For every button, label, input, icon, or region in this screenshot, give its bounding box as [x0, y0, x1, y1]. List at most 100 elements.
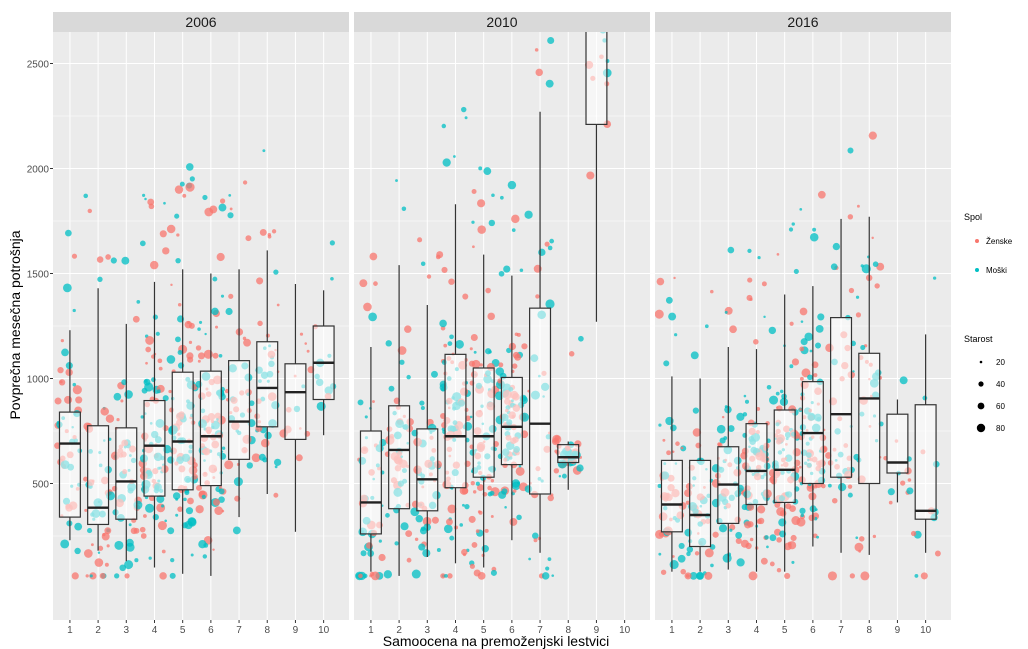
- data-point: [94, 558, 104, 567]
- data-point: [490, 479, 495, 483]
- data-point: [145, 503, 155, 513]
- data-point: [789, 505, 796, 513]
- data-point: [887, 488, 895, 496]
- data-point: [490, 514, 494, 518]
- data-point: [156, 503, 166, 513]
- data-point: [855, 295, 860, 299]
- box-body: [228, 360, 251, 460]
- data-point: [747, 248, 752, 254]
- data-point: [256, 277, 264, 285]
- data-point: [197, 327, 201, 331]
- data-point: [552, 434, 562, 444]
- legend-size-key-20: [979, 360, 983, 364]
- data-point: [85, 574, 89, 578]
- x-tick-label: 7: [838, 625, 844, 636]
- legend-label-female: Ženske: [986, 237, 1013, 246]
- data-point: [203, 543, 209, 548]
- data-point: [860, 344, 866, 351]
- data-point: [796, 517, 806, 527]
- data-point: [813, 373, 818, 378]
- data-point: [431, 516, 439, 524]
- data-point: [57, 366, 64, 374]
- x-axis-title: Samoocena na premoženjski lestvici: [383, 633, 609, 649]
- data-point: [169, 572, 176, 579]
- facet-strip: [53, 12, 349, 32]
- data-point: [159, 572, 167, 580]
- data-point: [658, 552, 662, 556]
- data-point: [932, 276, 937, 280]
- data-point: [791, 358, 800, 366]
- legend-size-label-40: 40: [996, 380, 1005, 389]
- data-point: [72, 382, 77, 387]
- data-point: [793, 268, 799, 274]
- data-point: [442, 158, 451, 167]
- y-tick-label: 500: [32, 480, 49, 491]
- data-point: [136, 300, 141, 304]
- panel-marks: [655, 131, 941, 581]
- data-point: [799, 346, 805, 352]
- x-tick-label: 5: [481, 625, 487, 636]
- data-point: [152, 514, 159, 521]
- data-point: [400, 522, 409, 531]
- data-point: [64, 395, 73, 404]
- data-point: [447, 504, 457, 514]
- data-point: [469, 347, 473, 351]
- box-body: [689, 459, 712, 548]
- data-point: [145, 361, 148, 365]
- facet-strip: [354, 12, 650, 32]
- data-point: [394, 541, 399, 546]
- data-point: [827, 571, 837, 581]
- box-body: [886, 413, 909, 474]
- data-point: [448, 278, 455, 285]
- box-body: [256, 341, 279, 428]
- data-point: [414, 537, 419, 542]
- x-tick-label: 1: [67, 625, 73, 636]
- data-point: [113, 392, 122, 401]
- data-point: [436, 548, 441, 553]
- data-point: [201, 494, 206, 499]
- data-point: [657, 483, 662, 488]
- data-point: [224, 460, 234, 470]
- data-point: [276, 303, 280, 307]
- data-point: [487, 485, 492, 491]
- legend-size-label-80: 80: [996, 424, 1005, 433]
- data-point: [75, 396, 83, 404]
- data-point: [515, 466, 525, 476]
- data-point: [419, 527, 428, 535]
- data-point: [84, 508, 88, 512]
- data-point: [788, 227, 794, 232]
- data-point: [809, 349, 813, 353]
- data-point: [521, 343, 528, 350]
- data-point: [114, 573, 120, 579]
- data-point: [130, 527, 138, 535]
- data-point: [477, 225, 486, 234]
- data-point: [769, 395, 779, 405]
- legend: Spol Ženske Moški Starost 20 40 60 80: [964, 212, 1013, 433]
- data-point: [538, 248, 546, 256]
- data-point: [83, 476, 89, 482]
- data-point: [665, 296, 673, 304]
- data-point: [849, 573, 856, 579]
- data-point: [696, 571, 705, 580]
- data-point: [265, 333, 270, 338]
- data-point: [744, 399, 750, 404]
- legend-size-key-80: [976, 423, 986, 433]
- data-point: [535, 294, 540, 299]
- x-tick-label: 9: [594, 625, 600, 636]
- data-point: [722, 553, 732, 563]
- data-point: [694, 551, 700, 556]
- data-point: [155, 331, 160, 336]
- data-point: [847, 492, 853, 498]
- data-point: [756, 406, 761, 411]
- data-point: [161, 549, 166, 554]
- data-point: [248, 400, 255, 407]
- data-point: [71, 572, 79, 580]
- data-point: [453, 155, 456, 158]
- data-point: [260, 438, 270, 448]
- data-point: [100, 407, 109, 416]
- x-tick-label: 3: [425, 625, 431, 636]
- data-point: [673, 276, 676, 280]
- data-point: [671, 555, 675, 558]
- legend-size-key-60: [977, 402, 985, 410]
- data-point: [183, 497, 187, 502]
